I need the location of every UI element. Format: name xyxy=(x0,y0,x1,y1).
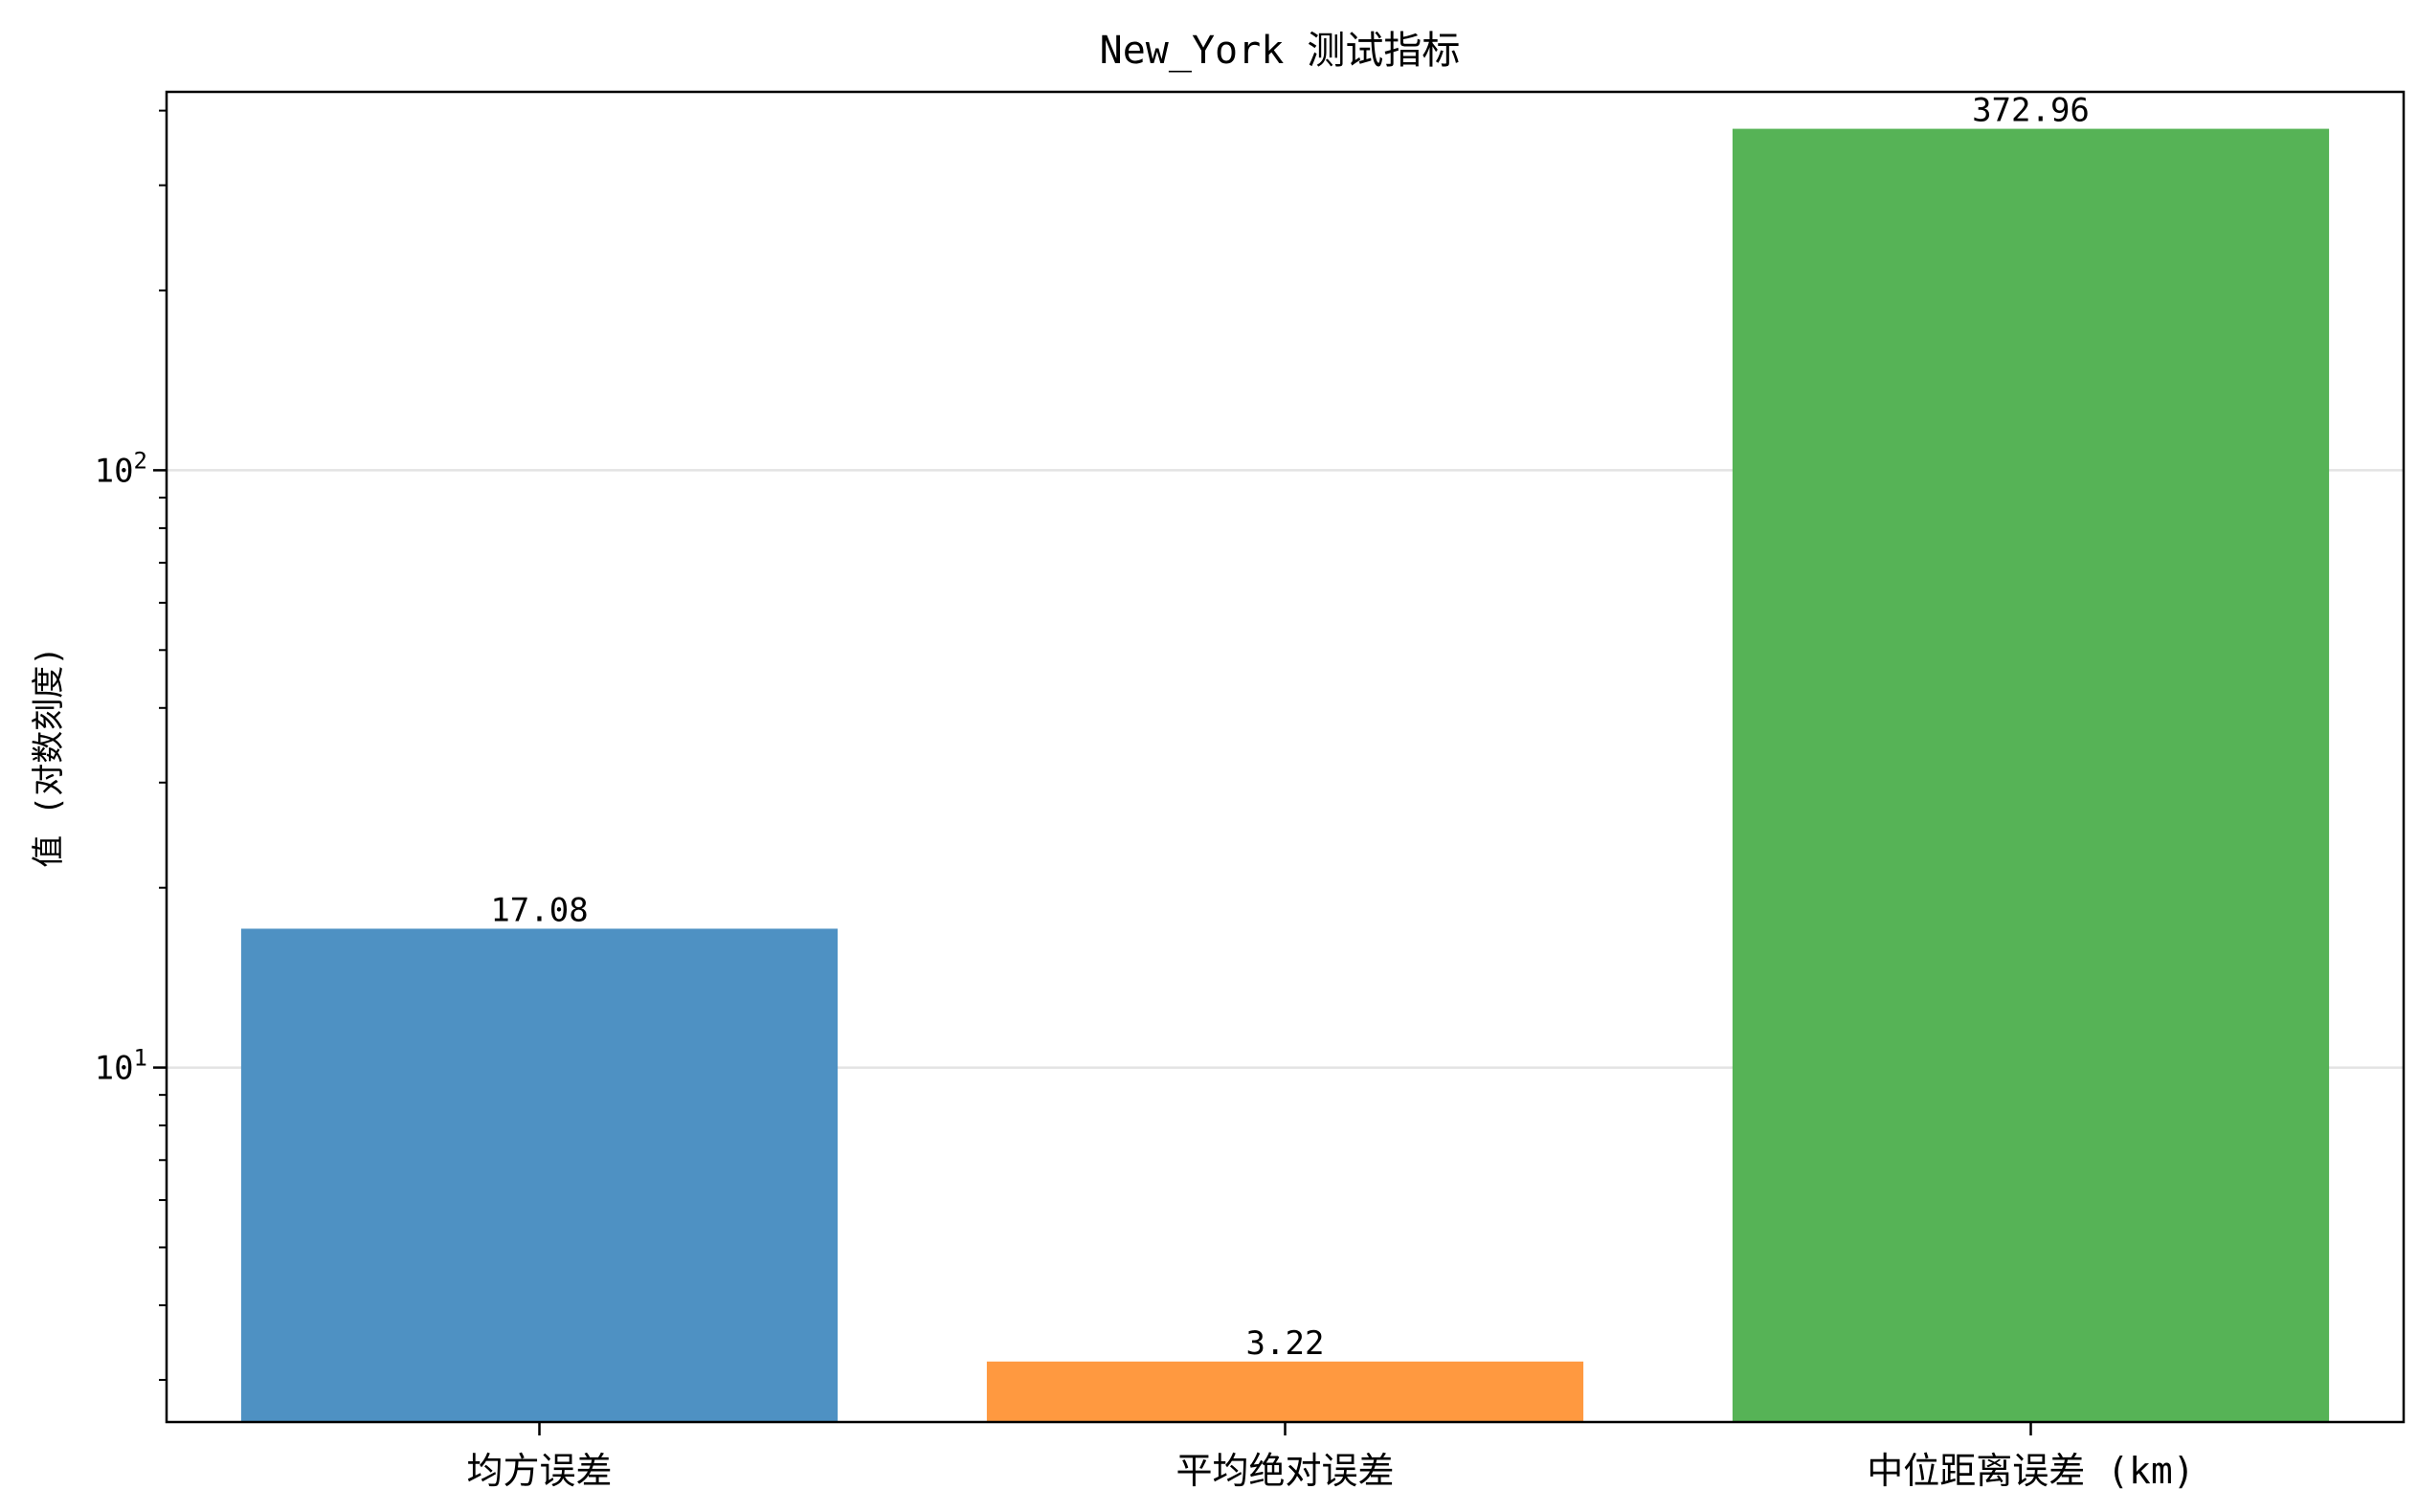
chart-title: New_York 测试指标 xyxy=(1100,29,1461,73)
y-axis-label: 值 (对数刻度) xyxy=(30,646,68,867)
bar xyxy=(986,1361,1584,1422)
bar xyxy=(1732,128,2330,1422)
y-tick-label: 101 xyxy=(95,1045,147,1088)
y-tick-label: 102 xyxy=(95,447,147,490)
bar-value-label: 372.96 xyxy=(1972,92,2090,130)
bar-value-labels: 17.08 3.22 372.96 xyxy=(490,92,2090,1363)
x-axis-ticks: 均方误差 平均绝对误差 中位距离误差 (km) xyxy=(466,1422,2195,1492)
y-axis-ticks: 101 102 xyxy=(95,109,167,1381)
bar-value-label: 3.22 xyxy=(1246,1324,1325,1363)
bar-value-label: 17.08 xyxy=(490,891,588,929)
bar xyxy=(240,928,839,1422)
x-tick-label: 均方误差 xyxy=(466,1450,612,1492)
x-tick-label: 平均绝对误差 xyxy=(1175,1450,1394,1492)
bars xyxy=(240,128,2330,1422)
x-tick-label: 中位距离误差 (km) xyxy=(1867,1450,2194,1492)
